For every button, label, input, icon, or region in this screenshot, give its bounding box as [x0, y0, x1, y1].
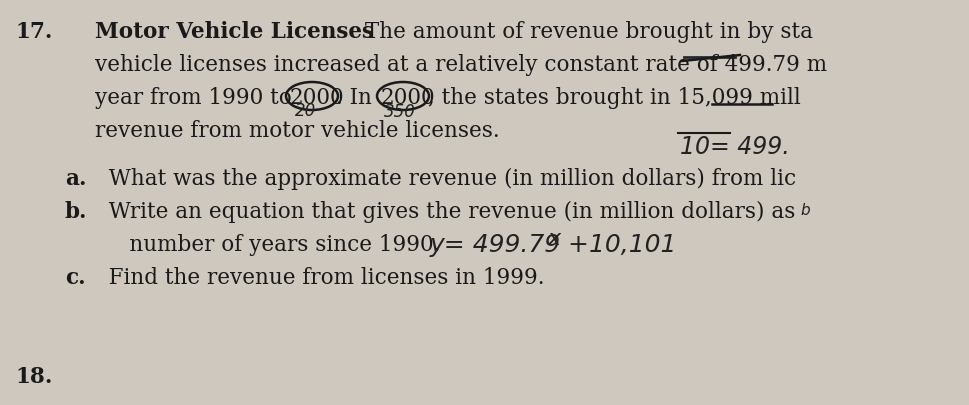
Text: 350: 350 [384, 103, 416, 121]
Text: 10= 499.: 10= 499. [679, 135, 789, 159]
Text: year from 1990 to: year from 1990 to [95, 87, 298, 109]
Text: x: x [547, 228, 560, 248]
Text: , the states brought in 15,099 mill: , the states brought in 15,099 mill [427, 87, 800, 109]
Text: The amount of revenue brought in by sta: The amount of revenue brought in by sta [358, 21, 812, 43]
Text: What was the approximate revenue (in million dollars) from lic: What was the approximate revenue (in mil… [95, 168, 796, 190]
Text: c.: c. [65, 266, 85, 288]
Text: Motor Vehicle Licenses: Motor Vehicle Licenses [95, 21, 374, 43]
Text: 2000: 2000 [290, 87, 344, 109]
Text: 17.: 17. [15, 21, 52, 43]
Text: b.: b. [65, 200, 87, 222]
Text: number of years since 1990.: number of years since 1990. [95, 233, 440, 256]
Text: b: b [799, 202, 809, 217]
Text: a.: a. [65, 168, 86, 190]
Text: . In: . In [335, 87, 378, 109]
Text: Write an equation that gives the revenue (in million dollars) as: Write an equation that gives the revenue… [95, 200, 795, 222]
Text: vehicle licenses increased at a relatively constant rate of 499.79 m: vehicle licenses increased at a relative… [95, 54, 827, 76]
Text: 2000: 2000 [381, 87, 435, 109]
Text: 18.: 18. [15, 365, 52, 387]
Text: +10,101: +10,101 [559, 232, 675, 256]
Text: Find the revenue from licenses in 1999.: Find the revenue from licenses in 1999. [95, 266, 544, 288]
Text: 20: 20 [295, 102, 316, 120]
Text: y= 499.79: y= 499.79 [429, 232, 560, 256]
Text: revenue from motor vehicle licenses.: revenue from motor vehicle licenses. [95, 120, 499, 142]
